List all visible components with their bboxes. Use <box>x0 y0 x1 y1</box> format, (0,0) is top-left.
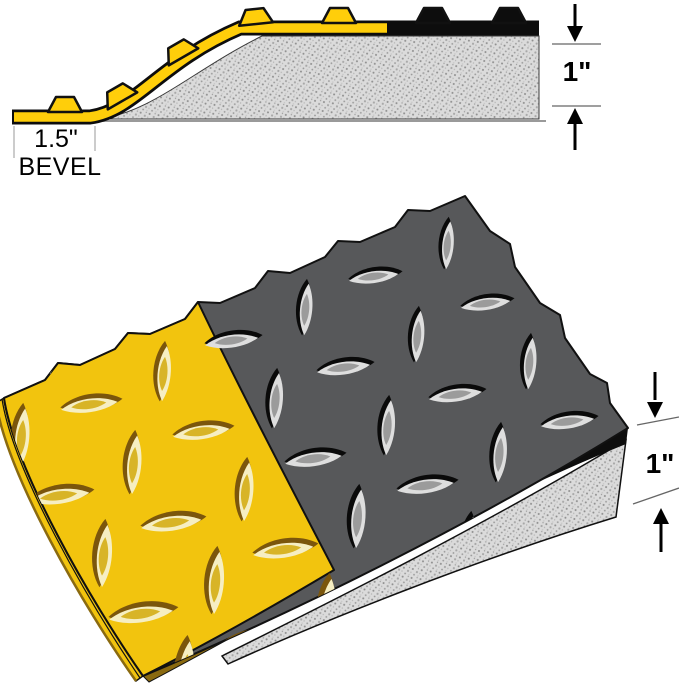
diamond-tread-lens <box>324 196 345 244</box>
diamond-tread-lens <box>58 607 86 676</box>
plate-side-strip-inner-line <box>1 398 141 679</box>
arrow-up-icon <box>653 508 669 524</box>
extension-line-upper <box>636 416 679 426</box>
diamond-tread-lens <box>4 569 68 600</box>
diamond-tread-lens <box>181 251 203 310</box>
extension-line-lower <box>632 487 679 505</box>
bevel-dimension: 1.5" BEVEL <box>13 125 101 181</box>
thickness-dimension-top: 1" <box>552 4 601 150</box>
arrow-down-icon <box>567 26 583 42</box>
perspective-view: 1" <box>0 127 679 683</box>
diamond-tread-lens <box>619 524 628 552</box>
thickness-dimension-iso: 1" <box>632 372 679 552</box>
diamond-tread-lens <box>235 236 292 260</box>
diamond-tread-lens <box>568 537 593 604</box>
diamond-tread-lens <box>548 243 569 298</box>
diamond-tread-lens <box>330 650 404 676</box>
arrow-up-icon <box>567 108 583 124</box>
diamond-tread-lens <box>4 659 40 676</box>
diamond-tread-lens <box>467 127 485 177</box>
yellow-bevel-surface <box>14 23 387 122</box>
bevel-word: BEVEL <box>18 153 101 181</box>
cross-section-view: 1" 1.5" BEVEL <box>12 4 601 181</box>
bevel-value: 1.5" <box>34 125 78 153</box>
diamond-tread-lens <box>282 661 310 676</box>
diamond-tread-lens <box>425 599 452 670</box>
thickness-value-iso: 1" <box>646 448 675 479</box>
arrow-down-icon <box>647 402 663 418</box>
diamond-tread-lens <box>571 317 628 341</box>
plate-side-strip-brown-edge <box>0 416 138 682</box>
diamond-tread-lens <box>0 491 3 561</box>
diamond-tread-lens <box>630 359 651 417</box>
diamond-tread-lens <box>491 200 544 222</box>
thickness-value-top: 1" <box>563 56 592 87</box>
diamond-tread-lens <box>91 299 152 325</box>
diamond-tread-lens <box>4 362 12 390</box>
diamond-tread-lens <box>379 173 431 195</box>
diamond-tread-lens <box>475 587 544 616</box>
foam-front-face <box>220 438 627 665</box>
